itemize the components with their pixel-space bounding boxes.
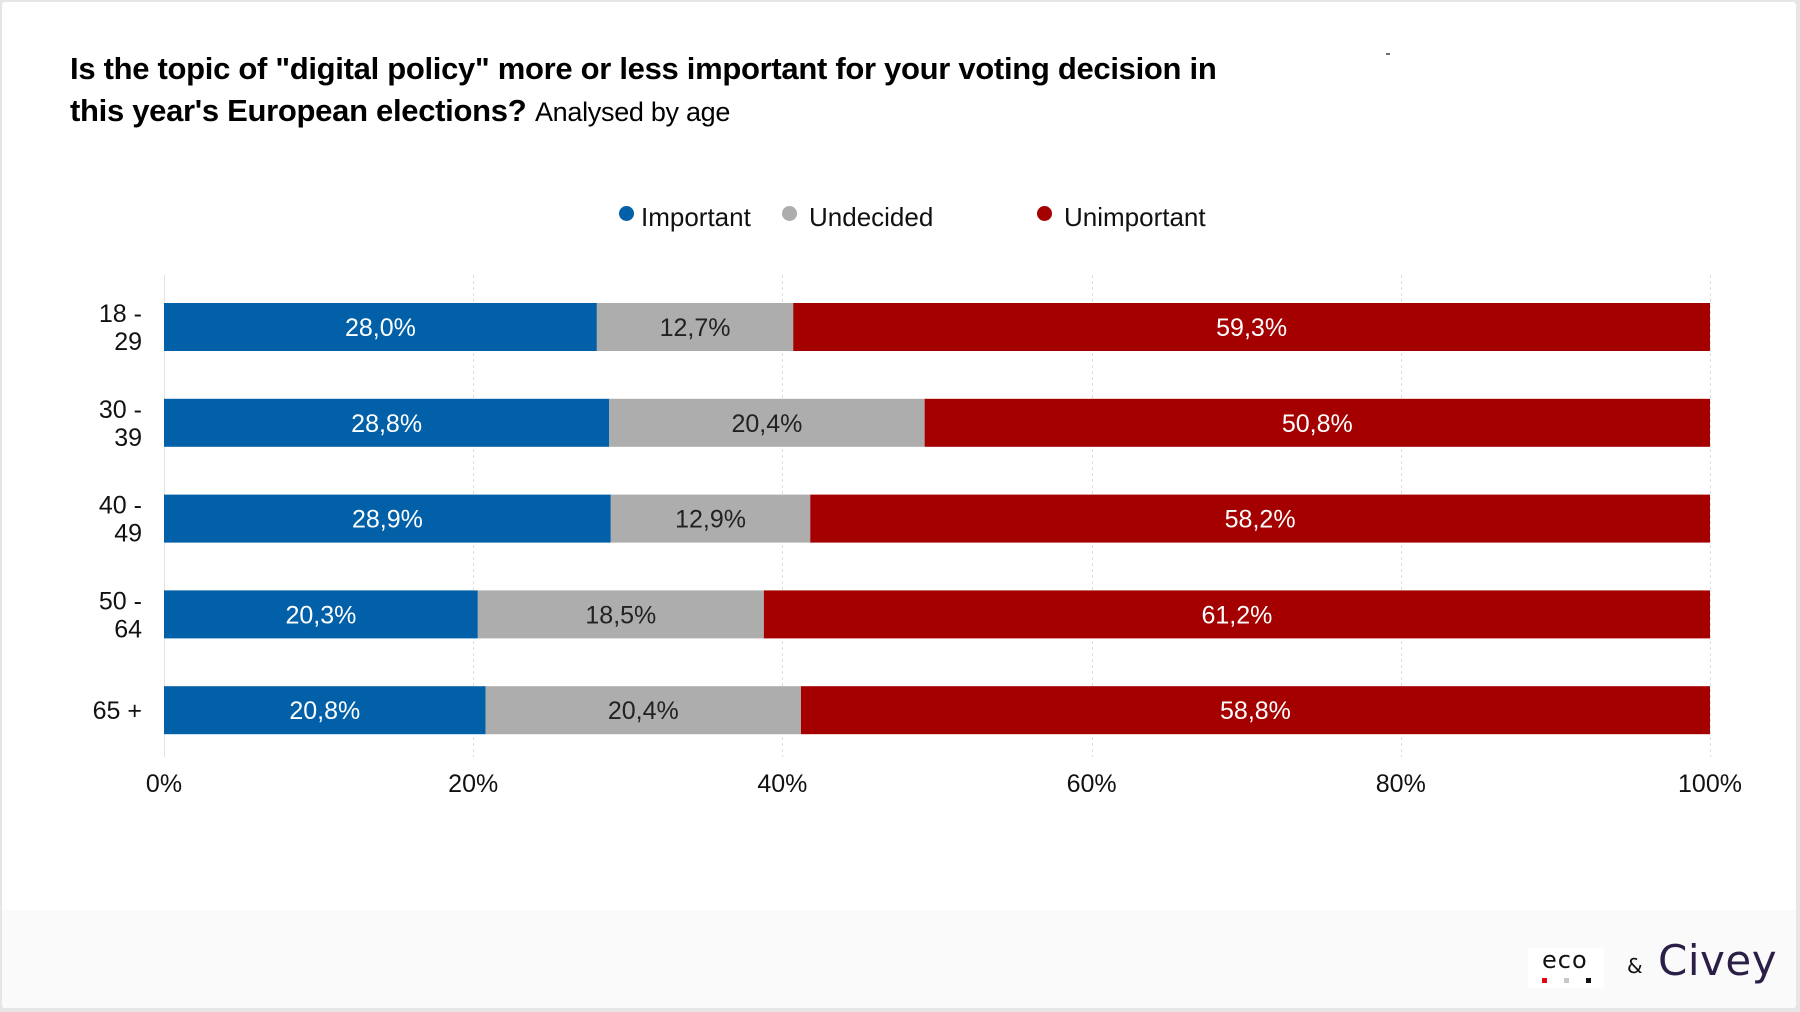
- data-label: 20,4%: [731, 410, 802, 438]
- y-category-label: 50 -: [99, 587, 142, 615]
- bar-segment-unimportant: [800, 686, 1710, 735]
- y-category-label: 18 -: [99, 300, 142, 328]
- eco-logo-dot-gray-icon: [1564, 978, 1569, 983]
- bar-segment-undecided: [610, 494, 811, 543]
- y-category-label: 29: [114, 328, 142, 356]
- legend: Important Undecided Unimportant: [2, 202, 1796, 238]
- ampersand: &: [1627, 954, 1643, 978]
- legend-label-important: Important: [641, 202, 751, 232]
- chart-title-question: Is the topic of "digital policy" more or…: [70, 51, 1217, 128]
- x-tick-label: 20%: [448, 770, 498, 798]
- bar-segment-unimportant: [793, 303, 1710, 351]
- data-label: 20,8%: [289, 697, 360, 725]
- legend-label-unimportant: Unimportant: [1064, 202, 1206, 232]
- bar-segment-unimportant: [810, 494, 1710, 543]
- stacked-bar-chart: 0% 20% 40% 60% 80% 100% 28,0% 12,7% 59,3% 18 -29 2…: [93, 275, 1742, 798]
- chart-title: Is the topic of "digital policy" more or…: [70, 48, 1270, 133]
- civey-logo: Civey: [1658, 936, 1778, 985]
- bar-segment-important: [164, 303, 597, 351]
- bar-segment-unimportant: [924, 398, 1710, 447]
- bar-segment-important: [164, 590, 478, 639]
- bar-segment-undecided: [596, 303, 794, 351]
- legend-dot-unimportant-icon: [1037, 206, 1052, 221]
- data-label: 61,2%: [1201, 601, 1272, 629]
- chart-subtitle: Analysed by age: [534, 97, 731, 127]
- stray-mark: [1386, 53, 1390, 55]
- y-category-label: 40 -: [99, 492, 142, 520]
- eco-logo-dot-black-icon: [1586, 978, 1591, 983]
- legend-label-undecided: Undecided: [809, 202, 934, 232]
- legend-dot-undecided-icon: [782, 206, 797, 221]
- bar-segment-important: [164, 686, 486, 735]
- eco-logo: eco: [1528, 946, 1604, 988]
- bar-segment-important: [164, 398, 610, 447]
- y-category-label: 65 +: [93, 697, 142, 725]
- bar-segment-undecided: [609, 398, 925, 447]
- x-tick-label: 100%: [1678, 770, 1742, 798]
- bar-segment-unimportant: [763, 590, 1710, 639]
- data-label: 28,0%: [345, 314, 416, 342]
- data-label: 20,3%: [285, 601, 356, 629]
- x-tick-label: 60%: [1067, 770, 1117, 798]
- y-category-label: 30 -: [99, 396, 142, 424]
- data-label: 12,9%: [675, 506, 746, 534]
- x-tick-label: 0%: [146, 770, 182, 798]
- eco-logo-dot-red-icon: [1542, 978, 1547, 983]
- data-label: 50,8%: [1282, 410, 1353, 438]
- bar-segment-undecided: [485, 686, 801, 735]
- y-category-label: 49: [114, 520, 142, 548]
- data-label: 58,8%: [1220, 697, 1291, 725]
- data-label: 59,3%: [1216, 314, 1287, 342]
- data-label: 20,4%: [608, 697, 679, 725]
- data-label: 12,7%: [660, 314, 731, 342]
- x-tick-label: 80%: [1376, 770, 1426, 798]
- eco-logo-text: eco: [1542, 946, 1588, 974]
- x-tick-label: 40%: [757, 770, 807, 798]
- legend-item-undecided: Undecided: [782, 202, 933, 233]
- legend-item-unimportant: Unimportant: [1037, 202, 1206, 233]
- y-category-label: 39: [114, 424, 142, 452]
- bar-segment-important: [164, 494, 611, 543]
- bar-segment-undecided: [477, 590, 764, 639]
- data-label: 18,5%: [585, 601, 656, 629]
- legend-dot-important-icon: [619, 206, 634, 221]
- data-label: 28,8%: [351, 410, 422, 438]
- legend-item-important: Important: [619, 202, 751, 233]
- footer: eco & Civey: [2, 910, 1796, 1008]
- data-label: 58,2%: [1225, 506, 1296, 534]
- y-category-label: 64: [114, 615, 142, 643]
- data-label: 28,9%: [352, 506, 423, 534]
